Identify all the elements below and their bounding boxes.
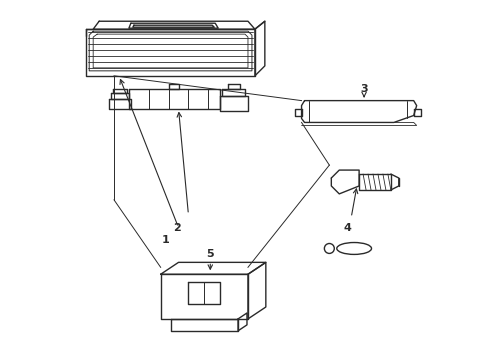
Text: 4: 4 <box>343 222 350 233</box>
Text: 1: 1 <box>162 234 169 244</box>
Text: 2: 2 <box>172 222 180 233</box>
Text: 5: 5 <box>206 249 214 260</box>
Text: 3: 3 <box>360 84 367 94</box>
